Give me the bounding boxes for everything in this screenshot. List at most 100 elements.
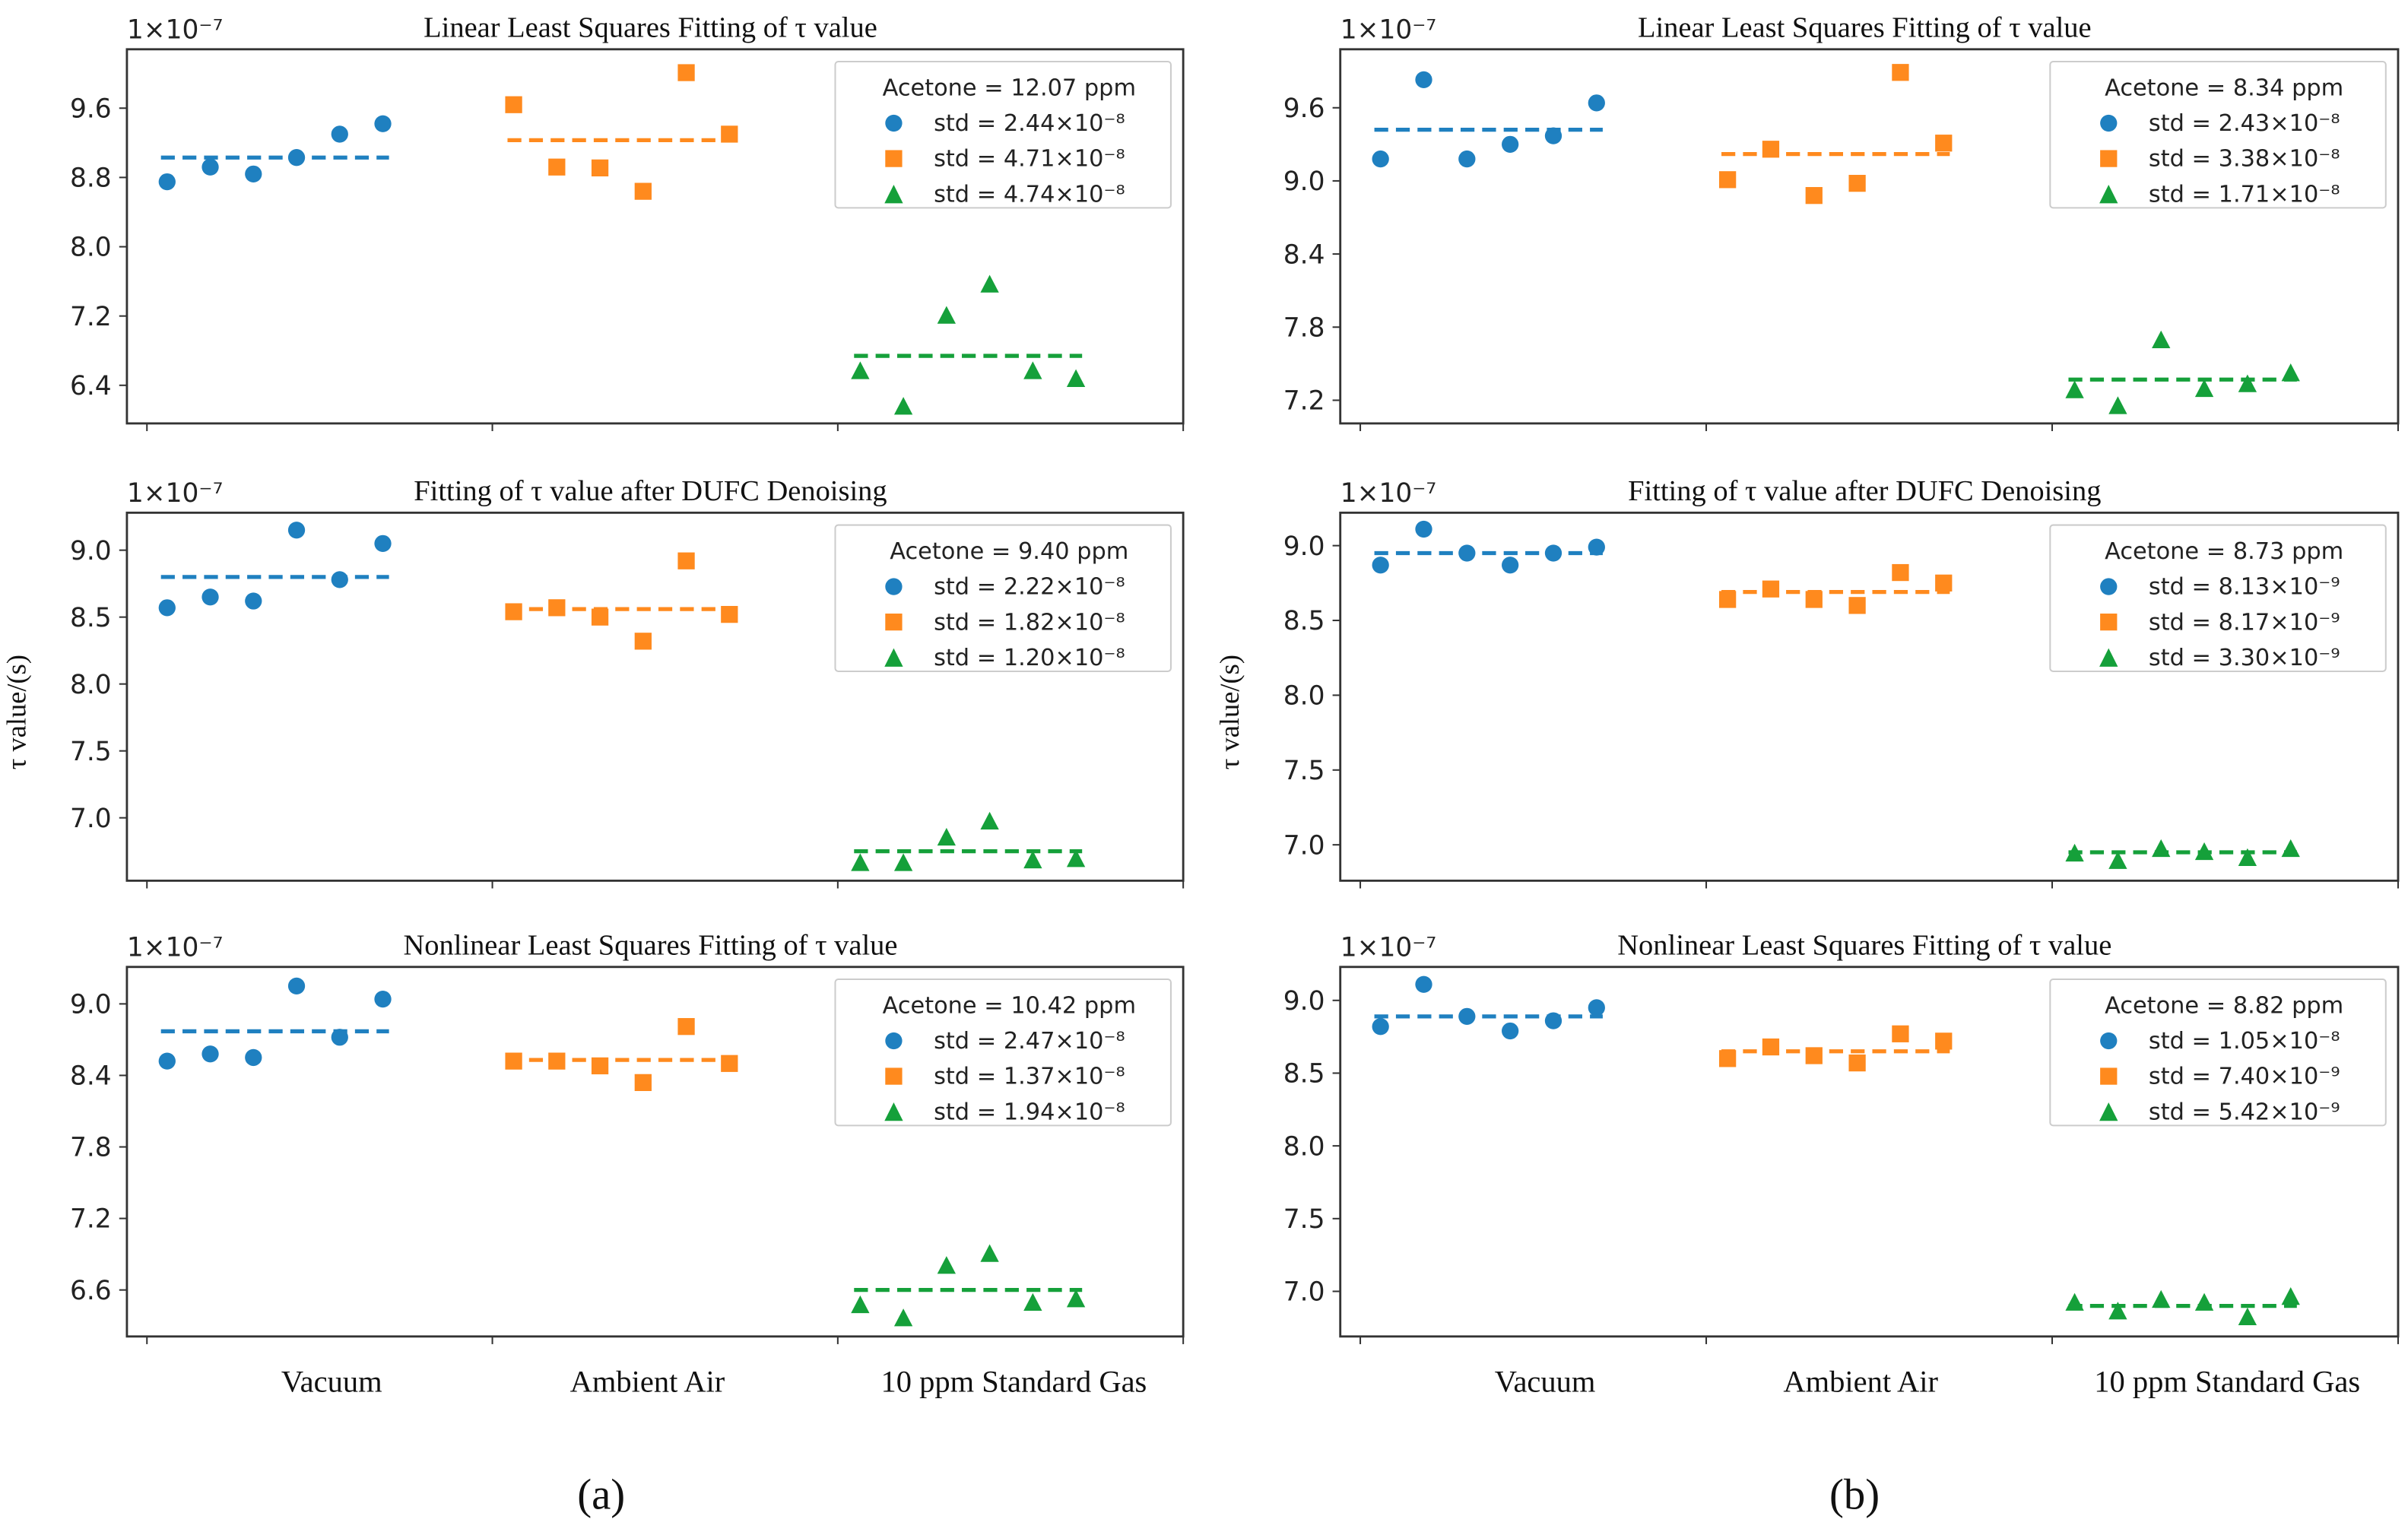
y-tick-label: 7.0 [1283,830,1325,861]
legend-marker-triangle [2099,648,2118,667]
y-tick-label: 6.4 [70,371,112,401]
data-point [1458,544,1476,562]
legend: Acetone = 10.42 ppm std = 2.47×10⁻⁸ std = … [834,978,1172,1127]
data-point [677,552,695,569]
y-tick-label: 7.2 [70,1204,112,1235]
legend-box [2049,60,2387,209]
legend-entry: std = 1.82×10⁻⁸ [934,609,1125,636]
legend-marker-circle [885,1032,903,1050]
data-point [2065,843,2084,862]
data-point [1935,574,1953,592]
data-point [2152,1289,2171,1308]
legend-marker-triangle [884,185,903,204]
legend-marker-circle [2100,1032,2118,1050]
data-point [2238,848,2257,866]
legend-marker-square [885,614,903,631]
y-tick-label: 7.0 [70,804,112,834]
data-point [2065,380,2084,398]
data-point [245,165,262,182]
series-vacuum [1372,520,1605,574]
series-vacuum [1372,71,1605,168]
data-point [1066,369,1086,387]
subplot-a-bottom: Nonlinear Least Squares Fitting of τ val… [70,930,1185,1399]
legend: Acetone = 12.07 ppm std = 2.44×10⁻⁸ std = … [834,60,1172,209]
legend-title: Acetone = 8.82 ppm [2105,993,2343,1020]
data-point [2238,1307,2257,1326]
legend-entry: std = 5.42×10⁻⁹ [2149,1099,2340,1125]
data-point [2238,374,2257,392]
y-offset-text: 1×10⁻⁷ [1340,15,1436,46]
y-tick-label: 7.8 [1283,312,1325,343]
subplot-b-bottom: Nonlinear Least Squares Fitting of τ val… [1283,930,2400,1399]
x-category-label: 10 ppm Standard Gas [2094,1365,2360,1399]
caption-a: (a) [577,1471,625,1519]
y-tick-label: 8.0 [70,670,112,700]
data-point [1372,150,1389,168]
subplot-title: Fitting of τ value after DUFC Denoising [414,475,887,507]
data-point [505,603,522,620]
legend-marker-square [2100,1067,2118,1085]
legend-entry: std = 3.30×10⁻⁹ [2149,645,2340,671]
data-point [2281,839,2300,858]
data-point [1805,591,1823,608]
y-tick-label: 8.4 [70,1061,112,1092]
legend-entry: std = 7.40×10⁻⁹ [2149,1064,2340,1090]
data-point [548,158,566,176]
legend-marker-circle [885,578,903,595]
legend-marker-square [2100,150,2118,167]
data-point [2108,396,2127,414]
data-point [158,173,176,191]
data-point [721,1055,738,1072]
data-point [634,633,652,650]
axes-frame [125,511,1185,882]
data-point [505,1052,522,1070]
data-point [591,608,609,626]
data-point [1415,71,1432,89]
legend-marker-square [2100,614,2118,631]
data-point [1544,127,1563,144]
legend-marker-square [885,1067,903,1085]
data-point [980,274,999,293]
x-category-label: Ambient Air [1783,1365,1938,1399]
series-10-ppm-standard-gas [851,1244,1086,1327]
y-tick-label: 8.8 [70,163,112,194]
legend-entry: std = 3.38×10⁻⁸ [2149,146,2340,173]
data-point [287,977,306,995]
legend-marker-triangle [884,1102,903,1121]
data-point [201,588,219,606]
legend-entry: std = 2.43×10⁻⁸ [2149,110,2340,137]
subplot-b-middle: Fitting of τ value after DUFC Denoising 1… [1214,475,2400,889]
legend-entry: std = 1.94×10⁻⁸ [934,1099,1125,1125]
legend-marker-square [885,150,903,167]
legend-title: Acetone = 12.07 ppm [883,75,1136,102]
y-tick-label: 9.0 [70,990,112,1020]
y-tick-label: 8.5 [1283,1059,1325,1090]
data-point [2281,1286,2300,1305]
y-tick-label: 8.5 [70,603,112,633]
series-10-ppm-standard-gas [2065,330,2300,414]
data-point [591,159,609,177]
data-point [937,306,957,324]
legend-entry: std = 8.17×10⁻⁹ [2149,609,2340,636]
legend-marker-circle [2100,114,2118,132]
y-tick-label: 7.0 [1283,1277,1325,1308]
legend-title: Acetone = 9.40 ppm [890,538,1128,565]
axes-frame [1339,48,2400,425]
legend: Acetone = 9.40 ppm std = 2.22×10⁻⁸ std = 1… [834,524,1172,672]
data-point [1935,1032,1953,1050]
data-point [634,1074,652,1091]
legend-entry: std = 2.47×10⁻⁸ [934,1028,1125,1055]
subplot-title: Nonlinear Least Squares Fitting of τ val… [403,930,897,962]
y-tick-label: 7.5 [70,737,112,767]
legend-box [834,60,1172,209]
axes-frame [125,48,1185,425]
data-point [1588,94,1605,112]
data-point [1023,850,1042,869]
legend-title: Acetone = 10.42 ppm [883,993,1136,1020]
y-tick-label: 8.5 [1283,606,1325,636]
y-offset-text: 1×10⁻⁷ [127,933,223,963]
data-point [374,115,392,132]
y-offset-text: 1×10⁻⁷ [127,15,223,46]
data-point [937,827,957,846]
data-point [158,599,176,617]
